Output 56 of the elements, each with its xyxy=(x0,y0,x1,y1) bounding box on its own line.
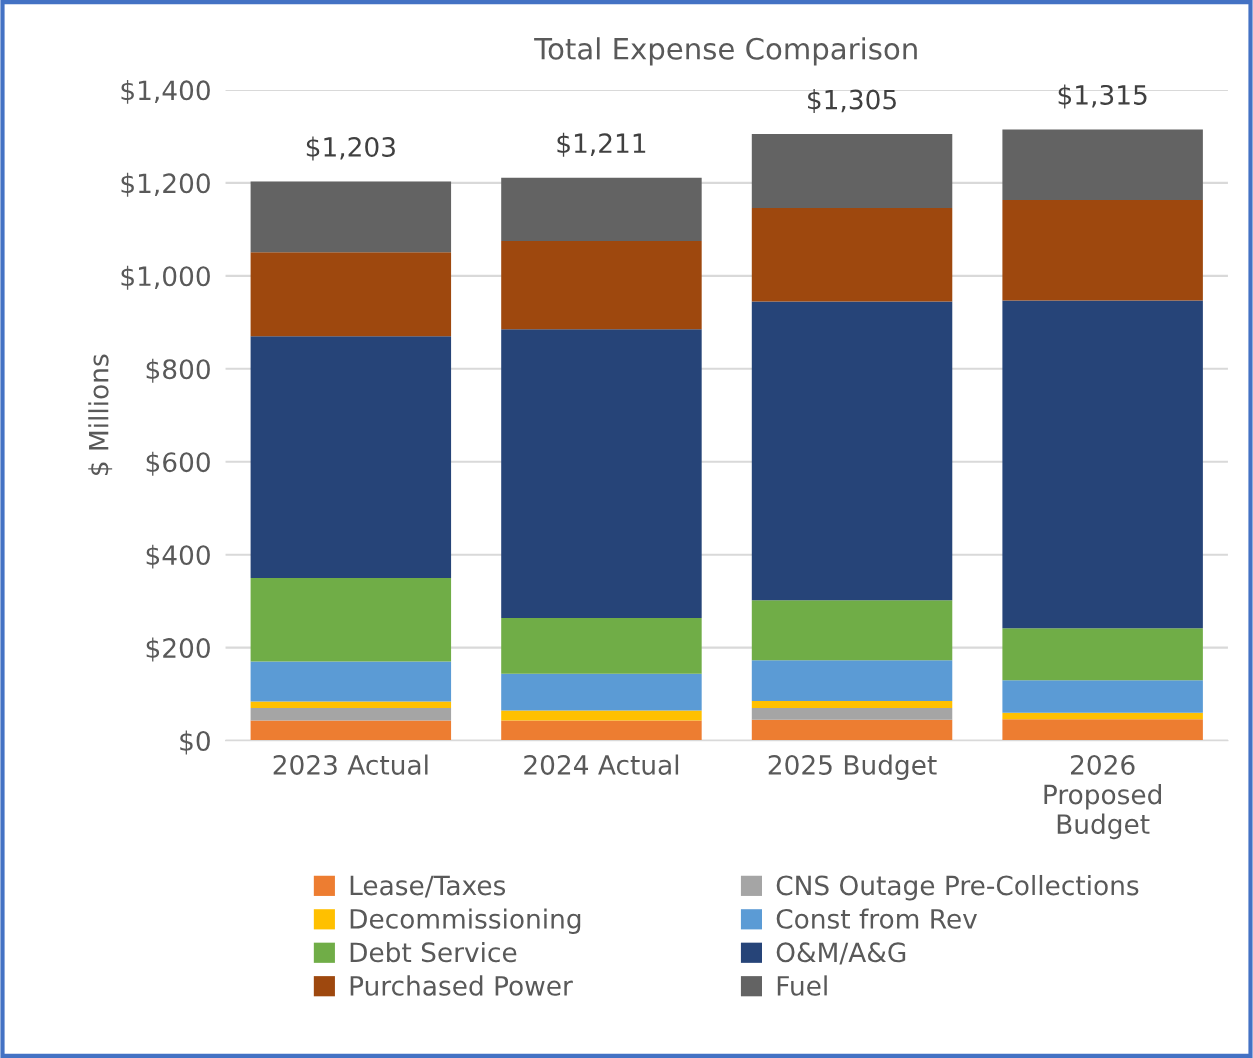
bar xyxy=(1002,680,1203,713)
bar xyxy=(250,577,452,662)
bar xyxy=(751,301,953,601)
bar xyxy=(501,240,702,330)
y-tick-label: $1,000 xyxy=(121,265,210,290)
y-tick-label: $200 xyxy=(146,637,210,662)
y-axis-title: $ Millions xyxy=(88,354,113,476)
bar xyxy=(250,252,452,337)
y-tick-label: $800 xyxy=(146,358,210,383)
bar xyxy=(1002,129,1203,201)
bar xyxy=(501,177,702,241)
legend-label: Fuel xyxy=(777,975,827,996)
bar xyxy=(501,673,702,711)
legend-label: Debt Service xyxy=(350,941,517,963)
bar xyxy=(250,701,452,709)
x-tick-label: 2026 Proposed Budget xyxy=(1044,754,1161,840)
y-tick-label: $400 xyxy=(146,544,210,569)
bar xyxy=(751,719,953,741)
total-label: $1,315 xyxy=(1058,84,1147,109)
chart-title: Total Expense Comparison xyxy=(534,37,917,66)
bar xyxy=(501,720,702,741)
bar xyxy=(1002,719,1203,741)
bar xyxy=(250,708,452,721)
bar xyxy=(751,134,953,208)
legend-label: CNS Outage Pre-Collections xyxy=(776,874,1139,901)
legend-label: O&M/A&G xyxy=(776,942,906,965)
x-tick-label: 2025 Budget xyxy=(768,754,937,781)
bar xyxy=(751,708,953,720)
legend-label: Purchased Power xyxy=(350,975,573,996)
bar xyxy=(501,710,702,721)
bar xyxy=(250,720,452,741)
bar xyxy=(1002,712,1203,720)
y-tick-label: $1,400 xyxy=(121,79,210,104)
total-label: $1,211 xyxy=(557,132,646,157)
bar xyxy=(1002,200,1203,301)
y-tick-label: $0 xyxy=(180,730,210,755)
y-tick-label: $600 xyxy=(146,451,210,476)
bar xyxy=(250,661,452,702)
x-tick-label: 2023 Actual xyxy=(273,754,428,775)
bar xyxy=(1002,300,1203,629)
y-tick-label: $1,200 xyxy=(121,172,210,197)
bar xyxy=(751,600,953,661)
legend-label: Const from Rev xyxy=(776,908,977,929)
legend-label: Decommissioning xyxy=(350,908,581,934)
bar xyxy=(501,617,702,674)
legend-label: Lease/Taxes xyxy=(350,875,506,898)
bar xyxy=(1002,628,1203,681)
bar xyxy=(250,336,452,578)
bar xyxy=(751,701,953,709)
bar xyxy=(751,660,953,702)
total-label: $1,305 xyxy=(808,89,896,114)
total-label: $1,203 xyxy=(306,136,395,161)
x-tick-label: 2024 Actual xyxy=(524,754,679,775)
bar xyxy=(501,329,702,618)
bar xyxy=(250,181,452,253)
bar xyxy=(751,207,953,302)
